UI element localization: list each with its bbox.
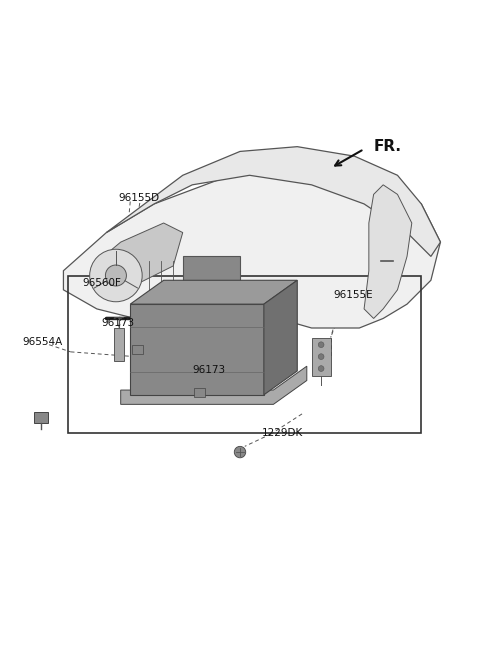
Text: FR.: FR.: [373, 139, 402, 154]
Bar: [68, 276, 421, 433]
Circle shape: [234, 446, 246, 458]
Circle shape: [318, 365, 324, 371]
Text: 96560F: 96560F: [83, 277, 121, 288]
Text: 1229DK: 1229DK: [262, 428, 303, 438]
Polygon shape: [92, 223, 183, 285]
Text: 96173: 96173: [102, 318, 135, 328]
Circle shape: [106, 265, 126, 286]
Bar: [132, 344, 143, 354]
Bar: [194, 388, 205, 397]
Text: 96155E: 96155E: [333, 289, 372, 300]
Polygon shape: [120, 366, 307, 404]
Bar: [312, 338, 331, 376]
Polygon shape: [63, 166, 441, 328]
Text: 96554A: 96554A: [23, 337, 63, 347]
Circle shape: [318, 342, 324, 348]
Polygon shape: [364, 185, 412, 318]
Polygon shape: [107, 147, 441, 256]
Bar: [114, 328, 124, 361]
Circle shape: [318, 354, 324, 359]
Bar: [130, 304, 264, 395]
Text: 96155D: 96155D: [118, 193, 159, 203]
Bar: [34, 411, 48, 423]
Text: 96173: 96173: [192, 365, 226, 375]
Polygon shape: [130, 280, 297, 304]
Bar: [183, 256, 240, 299]
Polygon shape: [264, 280, 297, 395]
Circle shape: [90, 249, 142, 302]
